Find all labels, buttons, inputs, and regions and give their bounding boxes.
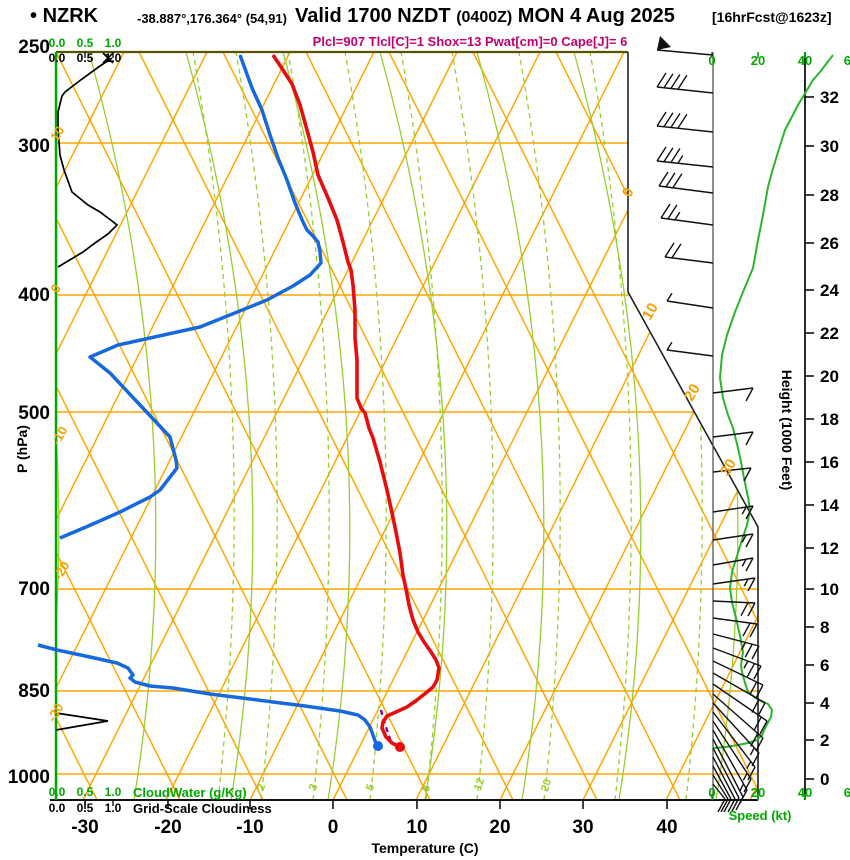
temperature-tick-label: 0 — [327, 817, 339, 838]
station-bullet-icon: • — [30, 5, 38, 27]
pressure-tick-label: 250 — [18, 37, 50, 58]
speed-tick-label-bottom: 40 — [797, 785, 813, 800]
stability-params-line: Plcl=907 Tlcl[C]=1 Shox=13 Pwat[cm]=0 Ca… — [312, 34, 628, 49]
height-tick-label: 8 — [820, 618, 830, 637]
temperature-tick-label: 40 — [656, 817, 678, 838]
cloudwater-scale-tick: 1.0 — [104, 785, 122, 799]
pressure-tick-label: 500 — [18, 403, 50, 424]
cloudwater-scale-tick: 1.0 — [104, 36, 122, 50]
cloudwater-scale-tick: 0.5 — [76, 785, 94, 799]
pressure-tick-label: 850 — [18, 681, 50, 702]
height-tick-label: 32 — [820, 88, 839, 107]
cloudiness-scale-tick: 0.5 — [76, 801, 94, 815]
cloudiness-scale-tick: 0.0 — [48, 51, 66, 65]
station-coords: -38.887°,176.364° (54,91) — [137, 11, 287, 26]
speed-tick-label-top: 60 — [843, 53, 850, 68]
cloudwater-scale-tick: 0.5 — [76, 36, 94, 50]
pressure-tick-label: 400 — [18, 285, 50, 306]
pressure-tick-label: 700 — [18, 579, 50, 600]
height-tick-label: 30 — [820, 137, 839, 156]
valid-main: Valid 1700 NZDT — [295, 5, 451, 27]
speed-tick-label-bottom: 60 — [843, 785, 850, 800]
speed-tick-label-top: 40 — [797, 53, 813, 68]
station-title: • NZRK — [30, 6, 98, 26]
pressure-tick-label: 1000 — [7, 767, 50, 788]
temperature-curve — [271, 54, 441, 749]
station-code: NZRK — [42, 5, 99, 27]
speed-tick-label-top: 20 — [750, 53, 766, 68]
cloudwater-scale-title: CloudWater (g/Kg) — [133, 785, 247, 800]
dewpoint-curve-upper — [59, 54, 323, 540]
speed-axis-title: Speed (kt) — [728, 808, 792, 823]
cloudiness-scale-tick: 0.5 — [76, 51, 94, 65]
valid-zulu: (0400Z) — [456, 9, 513, 26]
height-tick-label: 22 — [820, 324, 839, 343]
height-tick-label: 14 — [820, 496, 839, 515]
valid-date: MON 4 Aug 2025 — [517, 5, 675, 27]
speed-tick-label-bottom: 20 — [750, 785, 766, 800]
height-tick-label: 20 — [820, 367, 839, 386]
cloudiness-scale-tick: 0.0 — [48, 801, 66, 815]
height-tick-label: 18 — [820, 410, 839, 429]
height-tick-label: 2 — [820, 731, 830, 750]
height-tick-label: 0 — [820, 770, 830, 789]
temperature-tick-label: 10 — [406, 817, 428, 838]
temperature-tick-label: 30 — [572, 817, 594, 838]
cloudiness-scale-tick: 1.0 — [104, 801, 122, 815]
temperature-tick-label: -30 — [71, 817, 99, 838]
height-tick-label: 26 — [820, 234, 839, 253]
dewpoint-curve-lower — [37, 643, 380, 747]
temperature-axis-title: Temperature (C) — [371, 840, 479, 856]
temperature-tick-label: 20 — [489, 817, 511, 838]
cloudwater-scale-tick: 0.0 — [48, 36, 66, 50]
wind-barbs — [656, 36, 768, 813]
cloudwater-curve-upper — [57, 57, 119, 268]
height-tick-label: 28 — [820, 186, 839, 205]
height-tick-label: 12 — [820, 539, 839, 558]
temperature-tick-label: -20 — [154, 817, 182, 838]
cloudwater-scale-tick: 0.0 — [48, 785, 66, 799]
cloudwater-top-marker — [102, 52, 114, 64]
height-axis-title: Height (1000 Feet) — [779, 369, 795, 491]
plot-right-border — [627, 52, 759, 800]
height-tick-label: 6 — [820, 656, 830, 675]
pressure-tick-label: 300 — [18, 136, 50, 157]
height-tick-label: 24 — [820, 281, 839, 300]
height-tick-label: 4 — [820, 694, 830, 713]
cloudwater-curve-lower — [55, 712, 109, 731]
cloudiness-scale-title: Grid-Scale Cloudiness — [133, 801, 272, 816]
height-tick-label: 16 — [820, 453, 839, 472]
wind-speed-curve — [713, 54, 834, 749]
temperature-tick-label: -10 — [236, 817, 264, 838]
temperature-surface-dot — [395, 742, 405, 752]
speed-tick-label-bottom: 0 — [708, 785, 716, 800]
cloudiness-scale-tick: 1.0 — [104, 51, 122, 65]
dewpoint-surface-dot — [373, 741, 383, 751]
forecast-tag: [16hrFcst@1623z] — [712, 9, 832, 25]
background-grid — [56, 52, 758, 800]
speed-tick-label-top: 0 — [708, 53, 716, 68]
valid-time: Valid 1700 NZDT (0400Z) MON 4 Aug 2025 — [295, 6, 675, 26]
parcel-lcl-dashed-line — [379, 709, 393, 743]
height-tick-label: 10 — [820, 580, 839, 599]
